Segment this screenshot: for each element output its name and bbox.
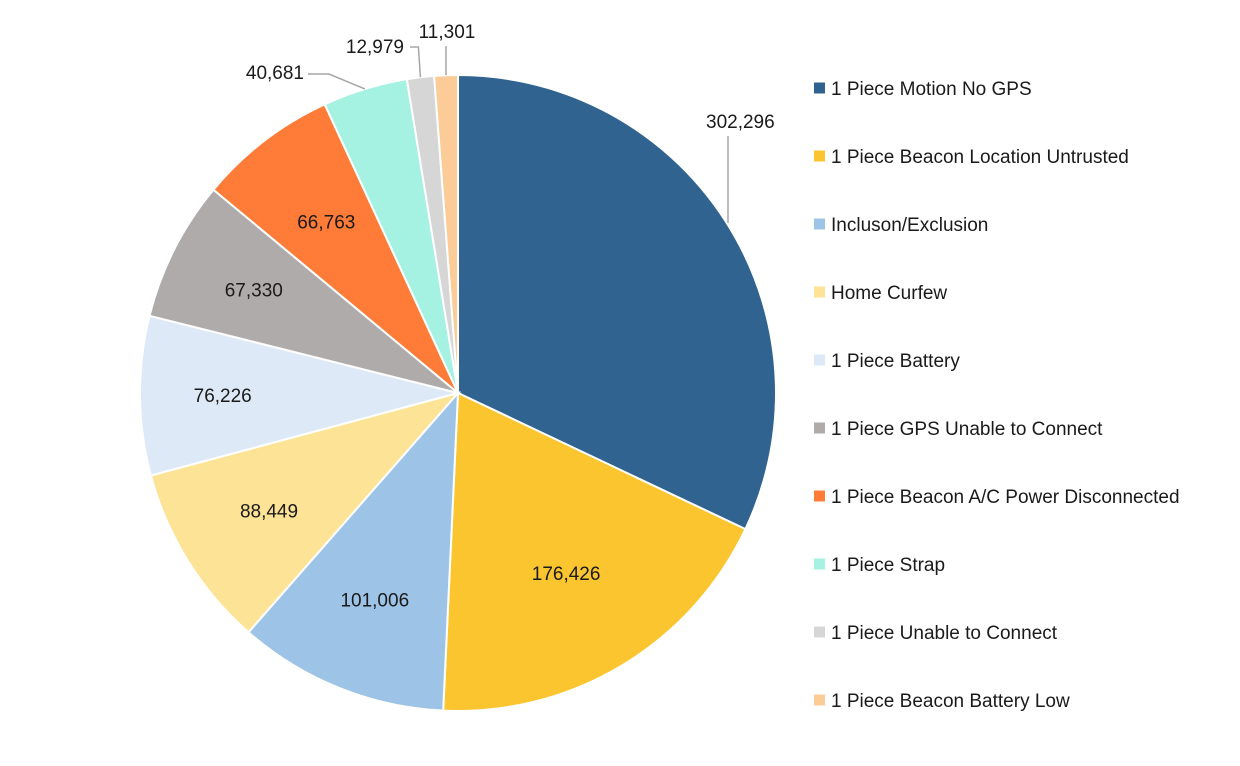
legend-swatch-1-piece-motion-no-gps xyxy=(814,82,825,94)
pie-slice-1-piece-motion-no-gps xyxy=(457,73,777,531)
legend-item-1-piece-motion-no-gps: 1 Piece Motion No GPS xyxy=(814,79,1032,100)
pie-slice-1-piece-beacon-battery-low xyxy=(433,73,459,394)
legend-label-1-piece-unable-to-connect: 1 Piece Unable to Connect xyxy=(831,623,1058,644)
leader-line-1-piece-unable-to-connect xyxy=(410,46,422,78)
legend-swatch-1-piece-beacon-a-c-power-disconnected xyxy=(814,490,825,502)
legend-label-1-piece-battery: 1 Piece Battery xyxy=(831,351,960,372)
legend-label-home-curfew: Home Curfew xyxy=(831,283,947,304)
leader-line-1-piece-strap xyxy=(308,73,366,90)
pie-slice-incluson-exclusion xyxy=(247,390,460,712)
data-label-1-piece-gps-unable-to-connect: 67,330 xyxy=(225,280,283,301)
legend-label-1-piece-motion-no-gps: 1 Piece Motion No GPS xyxy=(831,79,1032,100)
legend-label-incluson-exclusion: Incluson/Exclusion xyxy=(831,215,988,236)
legend-item-1-piece-beacon-location-untrusted: 1 Piece Beacon Location Untrusted xyxy=(814,147,1129,168)
data-label-1-piece-battery: 76,226 xyxy=(194,386,252,407)
legend-swatch-1-piece-beacon-battery-low xyxy=(814,694,825,706)
pie-slice-1-piece-battery xyxy=(139,314,462,477)
legend: 1 Piece Motion No GPS 1 Piece Beacon Loca… xyxy=(814,79,1180,712)
pie-slice-1-piece-beacon-a-c-power-disconnected xyxy=(212,102,459,394)
legend-swatch-1-piece-unable-to-connect xyxy=(814,626,825,638)
legend-swatch-1-piece-beacon-location-untrusted xyxy=(814,150,825,162)
data-label-1-piece-beacon-location-untrusted: 176,426 xyxy=(532,564,601,585)
legend-swatch-1-piece-battery xyxy=(814,354,825,366)
legend-item-home-curfew: Home Curfew xyxy=(814,283,947,304)
legend-label-1-piece-beacon-location-untrusted: 1 Piece Beacon Location Untrusted xyxy=(831,147,1129,168)
legend-item-1-piece-strap: 1 Piece Strap xyxy=(814,555,945,576)
legend-label-1-piece-strap: 1 Piece Strap xyxy=(831,555,945,576)
legend-item-1-piece-gps-unable-to-connect: 1 Piece GPS Unable to Connect xyxy=(814,419,1103,440)
pie-slice-1-piece-gps-unable-to-connect xyxy=(148,188,459,394)
data-label-1-piece-unable-to-connect: 12,979 xyxy=(346,37,404,58)
legend-swatch-1-piece-gps-unable-to-connect xyxy=(814,422,825,434)
data-label-1-piece-strap: 40,681 xyxy=(246,63,304,84)
pie-slice-1-piece-beacon-location-untrusted xyxy=(442,391,747,713)
legend-label-1-piece-beacon-a-c-power-disconnected: 1 Piece Beacon A/C Power Disconnected xyxy=(831,487,1180,508)
data-label-1-piece-beacon-battery-low: 11,301 xyxy=(419,22,476,43)
data-label-1-piece-beacon-a-c-power-disconnected: 66,763 xyxy=(297,213,355,234)
leader-lines xyxy=(308,46,729,223)
pie-slices xyxy=(139,73,777,713)
data-label-home-curfew: 88,449 xyxy=(240,502,298,523)
data-label-1-piece-motion-no-gps: 302,296 xyxy=(706,112,775,133)
legend-item-1-piece-unable-to-connect: 1 Piece Unable to Connect xyxy=(814,623,1058,644)
pie-slice-home-curfew xyxy=(149,391,461,634)
data-label-incluson-exclusion: 101,006 xyxy=(340,591,409,612)
legend-item-1-piece-beacon-battery-low: 1 Piece Beacon Battery Low xyxy=(814,691,1070,712)
legend-swatch-1-piece-strap xyxy=(814,558,825,570)
data-labels: 302,296 176,426 101,006 88,449 76,226 67,330 6… xyxy=(194,22,775,612)
legend-label-1-piece-gps-unable-to-connect: 1 Piece GPS Unable to Connect xyxy=(831,419,1103,440)
legend-item-1-piece-beacon-a-c-power-disconnected: 1 Piece Beacon A/C Power Disconnected xyxy=(814,487,1180,508)
legend-item-1-piece-battery: 1 Piece Battery xyxy=(814,351,960,372)
legend-item-incluson-exclusion: Incluson/Exclusion xyxy=(814,215,988,236)
legend-label-1-piece-beacon-battery-low: 1 Piece Beacon Battery Low xyxy=(831,691,1070,712)
legend-swatch-home-curfew xyxy=(814,286,825,298)
legend-swatch-incluson-exclusion xyxy=(814,218,825,230)
